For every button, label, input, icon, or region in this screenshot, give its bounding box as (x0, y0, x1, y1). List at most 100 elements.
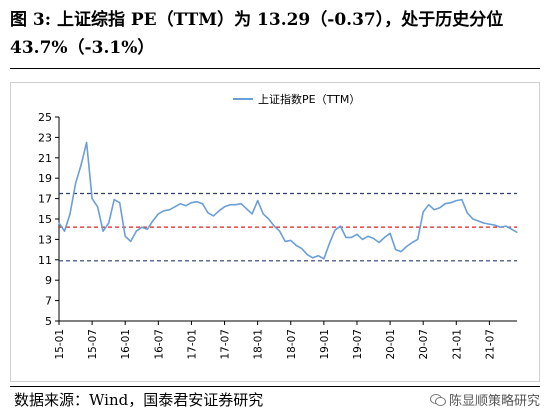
data-point (190, 202, 192, 204)
data-point (455, 200, 457, 202)
data-point (218, 210, 220, 212)
data-point (157, 213, 159, 215)
data-point (422, 211, 424, 213)
data-point (152, 220, 154, 222)
x-tick-label: 21-07 (484, 329, 496, 360)
data-point (185, 205, 187, 207)
data-point (477, 220, 479, 222)
wechat-icon (429, 393, 446, 406)
data-point (516, 231, 518, 233)
data-point (141, 226, 143, 228)
data-point (168, 209, 170, 211)
title-divider (10, 68, 540, 69)
data-point (223, 206, 226, 208)
data-point (472, 218, 474, 220)
data-point (279, 230, 281, 232)
data-point (146, 228, 148, 230)
source-note: 数据来源：Wind，国泰君安证券研究 (14, 391, 264, 409)
x-tick-label: 17-01 (186, 329, 198, 360)
data-point (86, 141, 88, 144)
x-tick-label: 18-07 (286, 329, 298, 360)
data-point (174, 206, 176, 208)
data-point (246, 208, 248, 210)
y-tick-label: 13 (38, 233, 52, 246)
data-point (268, 218, 270, 220)
data-point (273, 225, 275, 227)
data-point (102, 230, 104, 232)
data-point (384, 236, 386, 238)
data-point (135, 230, 137, 232)
data-point (428, 204, 430, 206)
data-point (201, 203, 204, 205)
data-point (466, 212, 468, 214)
data-point (130, 240, 132, 242)
data-point (306, 254, 308, 256)
series-line-0 (58, 141, 518, 260)
data-point (510, 228, 513, 230)
data-point (411, 241, 413, 244)
data-point (124, 235, 126, 237)
data-point (444, 203, 446, 205)
data-point (345, 236, 347, 238)
watermark: 陈显顺策略研究 (429, 390, 540, 409)
x-tick-label: 19-01 (319, 329, 331, 360)
data-point (69, 213, 71, 215)
data-point (240, 203, 242, 205)
data-point (119, 202, 121, 204)
x-tick-label: 19-07 (352, 329, 364, 360)
data-point (312, 257, 314, 259)
data-point (433, 209, 435, 211)
y-tick-label: 17 (38, 193, 52, 206)
x-tick-label: 18-01 (253, 329, 265, 360)
data-point (406, 245, 408, 248)
y-tick-label: 19 (38, 172, 52, 185)
data-point (499, 226, 501, 228)
figure-title: 图 3: 上证综指 PE（TTM）为 13.29（-0.37），处于历史分位 4… (10, 10, 504, 58)
data-point (378, 241, 380, 244)
data-point (229, 204, 231, 206)
data-point (372, 237, 375, 239)
data-point (339, 225, 341, 227)
data-point (58, 222, 60, 224)
data-point (450, 202, 452, 204)
data-point (461, 199, 463, 201)
x-tick-label: 17-07 (220, 329, 232, 360)
footer-divider (10, 386, 540, 387)
data-point (80, 164, 82, 166)
data-point (91, 198, 93, 200)
data-point (334, 229, 336, 231)
data-point (207, 212, 209, 214)
data-point (389, 232, 391, 234)
x-tick-label: 16-01 (120, 329, 132, 360)
x-tick-label: 15-01 (54, 329, 66, 360)
data-point (63, 230, 66, 232)
y-tick-label: 21 (38, 152, 52, 165)
data-point (323, 258, 325, 260)
data-point (328, 242, 330, 245)
y-tick-label: 5 (45, 315, 52, 328)
data-point (361, 238, 364, 240)
x-tick-label: 20-07 (418, 329, 430, 360)
data-point (179, 203, 181, 205)
y-tick-label: 9 (45, 274, 52, 287)
data-point (301, 248, 303, 250)
data-point (317, 255, 319, 257)
data-point (439, 207, 441, 209)
data-point (494, 224, 496, 226)
data-point (395, 249, 397, 251)
data-point (400, 251, 402, 253)
data-point (284, 240, 286, 242)
data-point (417, 238, 419, 240)
y-tick-label: 23 (38, 131, 52, 144)
data-point (75, 182, 77, 184)
data-point (113, 199, 115, 201)
watermark-text: 陈显顺策略研究 (448, 394, 540, 409)
y-tick-label: 7 (45, 295, 52, 308)
data-point (212, 215, 215, 217)
x-tick-label: 15-07 (87, 329, 99, 360)
data-point (235, 204, 237, 206)
data-point (290, 239, 292, 241)
data-point (356, 233, 358, 235)
data-point (488, 223, 490, 225)
y-tick-label: 11 (38, 254, 52, 267)
